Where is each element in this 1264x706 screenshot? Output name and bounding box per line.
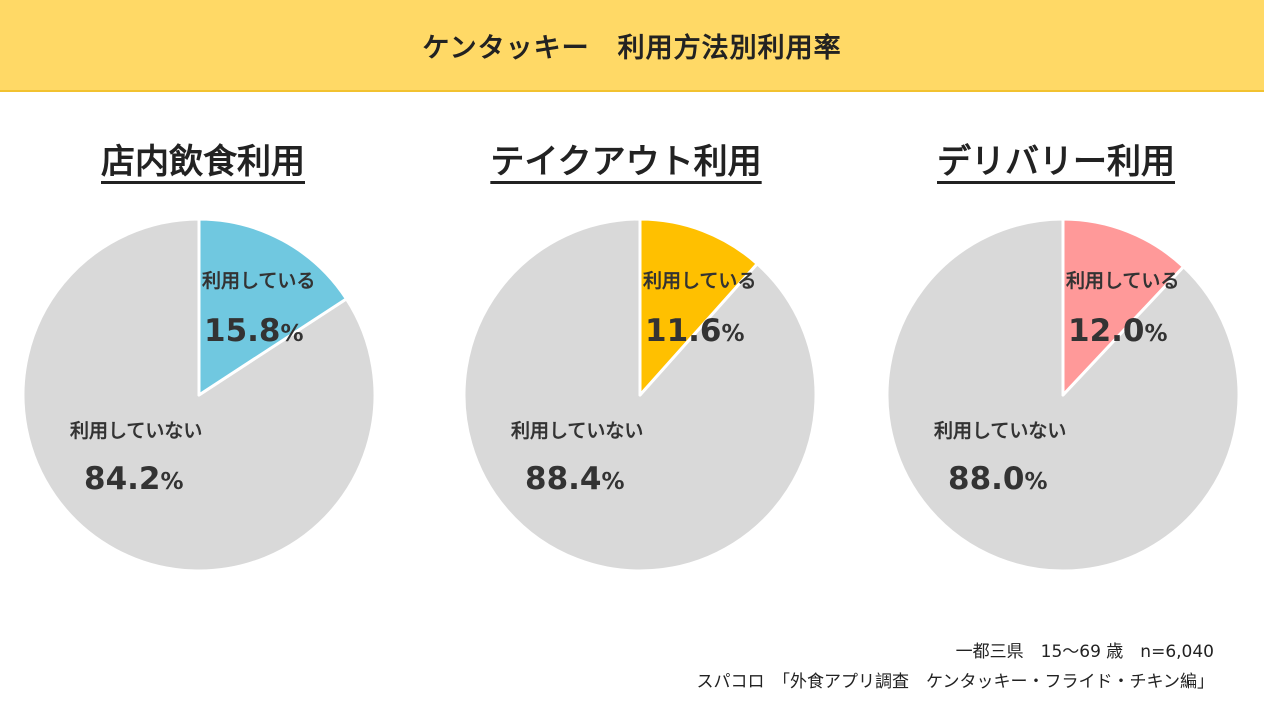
- chart-title-dine-in: 店内飲食利用: [101, 142, 305, 182]
- pie-chart-delivery: 利用している 12.0% 利用していない 88.0%: [885, 217, 1241, 573]
- chart-title-delivery: デリバリー利用: [937, 142, 1175, 182]
- slice-label-using: 利用している: [1066, 270, 1179, 292]
- page-title: ケンタッキー 利用方法別利用率: [422, 32, 842, 64]
- pie-slice-takeout-using: [638, 217, 759, 397]
- slice-value-not-using: 88.0%: [948, 461, 1048, 497]
- chart-title-takeout: テイクアウト利用: [490, 142, 762, 182]
- slice-label-not-using: 利用していない: [511, 420, 643, 442]
- pie-chart-takeout: 利用している 11.6% 利用していない 88.4%: [462, 217, 818, 573]
- slice-value-using: 15.8%: [204, 313, 304, 349]
- pie-slice-delivery-not-using: [885, 217, 1241, 573]
- footer-sample-note: 一都三県 15～69 歳 n=6,040: [955, 642, 1214, 662]
- slice-value-not-using: 84.2%: [84, 461, 184, 497]
- pie-slice-dine-in-using: [197, 217, 348, 397]
- slice-value-using: 12.0%: [1068, 313, 1168, 349]
- pie-slice-delivery-using: [1061, 217, 1185, 397]
- slice-label-using: 利用している: [202, 270, 315, 292]
- footer-source-note: スパコロ 「外食アプリ調査 ケンタッキー・フライド・チキン編」: [696, 672, 1214, 692]
- slice-value-not-using: 88.4%: [525, 461, 625, 497]
- slice-label-not-using: 利用していない: [70, 420, 202, 442]
- header-banner: ケンタッキー 利用方法別利用率: [0, 0, 1264, 92]
- slice-label-using: 利用している: [643, 270, 756, 292]
- slice-label-not-using: 利用していない: [934, 420, 1066, 442]
- pie-chart-dine-in: 利用している 15.8% 利用していない 84.2%: [21, 217, 377, 573]
- slice-value-using: 11.6%: [645, 313, 745, 349]
